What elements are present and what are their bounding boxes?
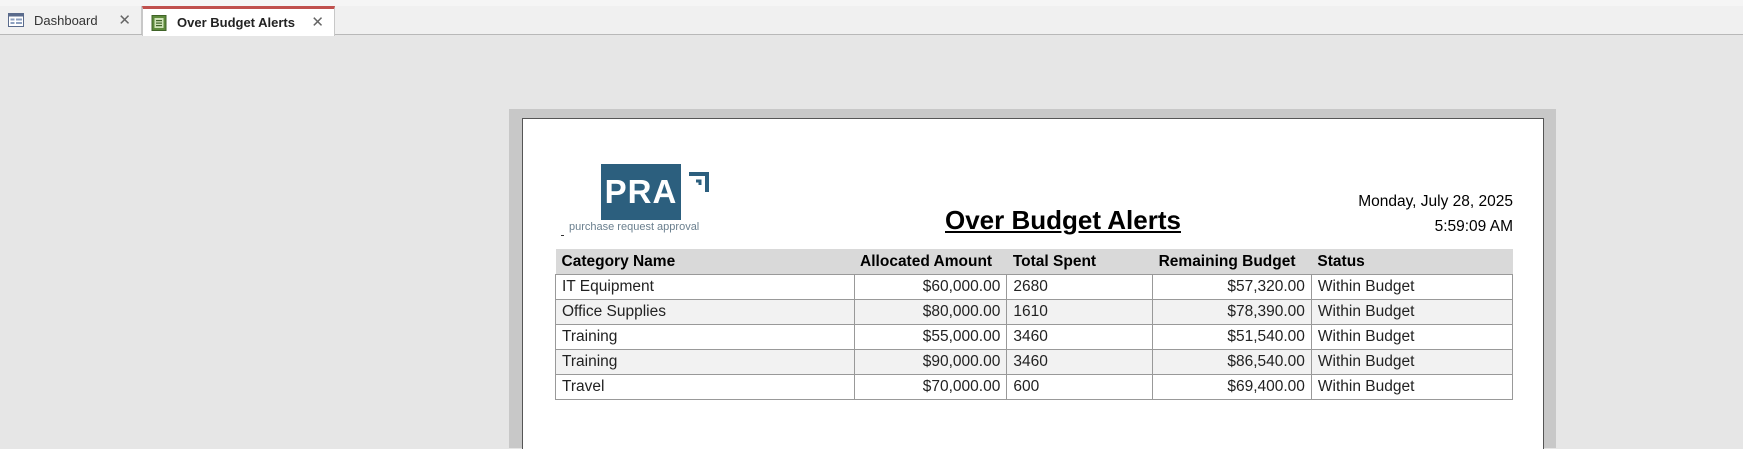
column-header-allocated: Allocated Amount [854,249,1007,275]
table-row: Training $90,000.00 3460 $86,540.00 With… [555,349,1514,375]
report-date: Monday, July 28, 2025 [1358,193,1513,210]
cell-allocated: $60,000.00 [853,274,1008,300]
pra-logo: PRA purchase request approval [561,164,741,236]
cell-status: Within Budget [1310,299,1514,325]
arrow-icon [689,172,709,192]
cell-category: Training [555,349,855,375]
cell-status: Within Budget [1310,349,1514,375]
cell-remaining: $78,390.00 [1152,299,1312,325]
table-row: Training $55,000.00 3460 $51,540.00 With… [555,324,1514,350]
cell-remaining: $86,540.00 [1152,349,1312,375]
cell-remaining: $69,400.00 [1152,374,1312,400]
table-row: IT Equipment $60,000.00 2680 $57,320.00 … [555,274,1514,300]
tab-dashboard[interactable]: Dashboard ✕ [0,6,142,34]
table-row: Office Supplies $80,000.00 1610 $78,390.… [555,299,1514,325]
report-icon [151,14,167,31]
column-header-category: Category Name [555,249,855,275]
logo-marker [561,235,564,236]
cell-allocated: $70,000.00 [853,374,1008,400]
close-tab-dashboard-icon[interactable]: ✕ [118,11,131,29]
cell-allocated: $80,000.00 [853,299,1008,325]
cell-category: Travel [555,374,855,400]
cell-allocated: $55,000.00 [853,324,1008,350]
column-header-status: Status [1311,249,1513,275]
cell-total-spent: 2680 [1006,274,1154,300]
cell-total-spent: 1610 [1006,299,1154,325]
table-row: Travel $70,000.00 600 $69,400.00 Within … [555,374,1514,400]
report-title: Over Budget Alerts [945,205,1181,235]
document-tab-bar: Dashboard ✕ Over Budget Alerts ✕ [0,6,1743,36]
cell-remaining: $57,320.00 [1152,274,1312,300]
cell-remaining: $51,540.00 [1152,324,1312,350]
report-time: 5:59:09 AM [1434,218,1513,235]
tab-over-budget-alerts-label: Over Budget Alerts [177,15,295,30]
column-header-remaining: Remaining Budget [1152,249,1312,275]
cell-total-spent: 3460 [1006,349,1154,375]
table-header-row: Category Name Allocated Amount Total Spe… [555,249,1513,275]
logo-mark: PRA [601,164,681,220]
cell-total-spent: 600 [1006,374,1154,400]
close-tab-over-budget-alerts-icon[interactable]: ✕ [311,14,324,31]
cell-total-spent: 3460 [1006,324,1154,350]
cell-category: Training [555,324,855,350]
dashboard-form-icon [8,13,24,27]
tab-dashboard-label: Dashboard [34,12,98,28]
budget-table: Category Name Allocated Amount Total Spe… [555,249,1514,400]
cell-status: Within Budget [1310,274,1514,300]
cell-status: Within Budget [1310,374,1514,400]
cell-category: IT Equipment [555,274,855,300]
cell-status: Within Budget [1310,324,1514,350]
cell-category: Office Supplies [555,299,855,325]
column-header-total-spent: Total Spent [1006,249,1153,275]
logo-subtitle: purchase request approval [569,221,700,233]
report-page: PRA purchase request approval Over Budge… [522,118,1544,449]
tab-over-budget-alerts[interactable]: Over Budget Alerts ✕ [142,6,335,36]
report-title-row: Over Budget Alerts [523,205,1543,236]
cell-allocated: $90,000.00 [853,349,1008,375]
